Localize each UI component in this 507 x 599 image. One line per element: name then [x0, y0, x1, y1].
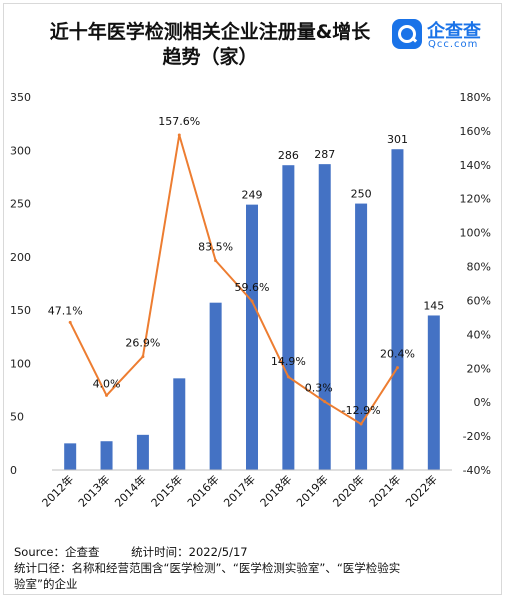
left-tick-label: 350	[10, 91, 31, 104]
bar	[209, 302, 222, 470]
magnifier-logo-icon	[392, 19, 422, 49]
line-point	[395, 366, 399, 370]
category-label: 2017年	[221, 472, 258, 509]
category-label: 2021年	[366, 472, 403, 509]
line-point	[68, 320, 72, 324]
left-tick-label: 100	[10, 357, 31, 370]
line-label-group: 47.1% 4.0% 26.9% 157.6% 83.5% 59.6% 14.9% 0.3%-…	[48, 115, 415, 417]
right-tick-label: 140%	[460, 159, 491, 172]
left-axis: 0 50 100 150 200 250 300 350	[10, 91, 31, 477]
line-value-label: 26.9%	[125, 337, 160, 350]
line-point	[323, 400, 327, 404]
left-tick-label: 50	[10, 411, 24, 424]
bar	[282, 165, 295, 470]
bar	[64, 443, 77, 470]
line-value-label: 4.0%	[93, 377, 121, 390]
chart-title: 近十年医学检测相关企业注册量&增长 趋势（家）	[40, 20, 380, 70]
category-label: 2012年	[39, 472, 76, 509]
line-point	[286, 375, 290, 379]
bar-value-label: 286	[278, 149, 299, 162]
x-axis: 2012年 2013年 2014年 2015年 2016年 2017年 2018年 2019年…	[39, 469, 452, 510]
right-tick-label: 0%	[474, 396, 491, 409]
right-axis: -40% -20% 0% 20% 40% 60% 80% 100% 120% 140% 160% 18…	[460, 91, 491, 477]
right-tick-label: 40%	[467, 328, 491, 341]
bar	[355, 203, 368, 471]
left-tick-label: 200	[10, 251, 31, 264]
bar	[246, 204, 258, 470]
category-label: 2013年	[75, 472, 112, 509]
category-label: 2018年	[257, 472, 294, 509]
bar-label-group: 249 286 287 250 301 145	[242, 133, 445, 312]
combo-chart: 0 50 100 150 200 250 300 350 -40% -20% 0% 20% 40% 60…	[10, 91, 491, 510]
right-tick-label: -20%	[463, 430, 491, 443]
right-tick-label: -40%	[463, 464, 491, 477]
right-tick-label: 80%	[467, 261, 491, 274]
bar-value-label: 301	[387, 133, 408, 146]
category-label: 2014年	[112, 472, 149, 509]
growth-line	[69, 133, 399, 426]
note-line-2: 验室”的企业	[14, 577, 78, 591]
stat-time-text: 统计时间：2022/5/17	[131, 545, 248, 559]
right-tick-label: 160%	[460, 125, 491, 138]
line-value-label: 0.3%	[305, 382, 333, 395]
bar	[318, 164, 331, 470]
qcc-logo: 企查查 Qcc.com	[392, 19, 500, 51]
line-value-label: -12.9%	[342, 404, 381, 417]
line-point	[250, 299, 254, 303]
bar	[100, 441, 113, 470]
chart-frame	[3, 3, 502, 595]
line-point	[214, 259, 218, 263]
bar-value-label: 145	[423, 299, 444, 312]
note-line-1: 统计口径：名称和经营范围含“医学检测”、“医学检测实验室”、“医学检验实	[14, 561, 401, 575]
bar-series	[64, 149, 440, 471]
line-value-label: 157.6%	[158, 115, 200, 128]
bar	[136, 434, 149, 470]
line-value-label: 14.9%	[271, 355, 306, 368]
left-tick-label: 250	[10, 198, 31, 211]
right-tick-label: 60%	[467, 294, 491, 307]
line-value-label: 20.4%	[380, 348, 415, 361]
bar	[427, 315, 440, 470]
logo-name: 企查查	[427, 21, 481, 42]
bar	[391, 149, 404, 470]
line-point	[359, 422, 363, 426]
line-value-label: 47.1%	[48, 304, 83, 317]
bar	[173, 378, 186, 470]
category-label: 2020年	[330, 472, 367, 509]
bar-value-label: 250	[351, 188, 372, 201]
left-tick-label: 150	[10, 304, 31, 317]
title-line-1: 近十年医学检测相关企业注册量&增长	[49, 21, 371, 43]
line-value-label: 59.6%	[235, 281, 270, 294]
category-label: 2019年	[293, 472, 330, 509]
left-tick-label: 300	[10, 144, 31, 157]
left-tick-label: 0	[10, 464, 17, 477]
line-series	[68, 133, 399, 426]
logo-domain: Qcc.com	[428, 39, 479, 50]
right-tick-label: 120%	[460, 193, 491, 206]
right-tick-label: 20%	[467, 362, 491, 375]
title-line-2: 趋势（家）	[162, 46, 258, 68]
bar-value-label: 287	[314, 148, 335, 161]
line-value-label: 83.5%	[198, 241, 233, 254]
source-text: Source：企查查	[14, 545, 100, 559]
line-point	[105, 393, 109, 397]
line-point	[177, 133, 181, 137]
right-tick-label: 100%	[460, 227, 491, 240]
footer: Source：企查查 统计时间：2022/5/17 统计口径：名称和经营范围含“…	[14, 544, 494, 592]
line-point	[141, 355, 145, 359]
category-label: 2015年	[148, 472, 185, 509]
right-tick-label: 180%	[460, 91, 491, 104]
category-label: 2022年	[402, 472, 439, 509]
category-label: 2016年	[184, 472, 221, 509]
bar-value-label: 249	[242, 189, 263, 202]
